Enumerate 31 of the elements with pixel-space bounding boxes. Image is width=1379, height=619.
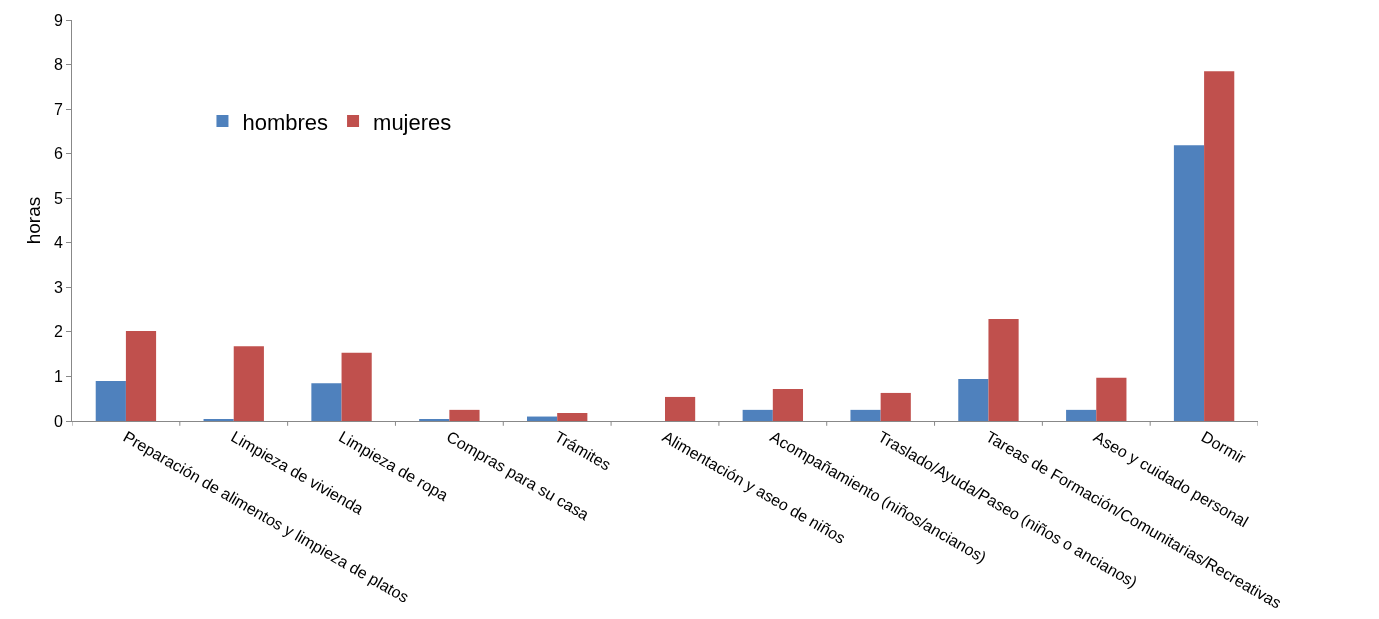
y-tick-label: 6 bbox=[53, 145, 63, 163]
bar bbox=[341, 352, 372, 421]
legend-label: hombres bbox=[242, 109, 329, 135]
bar bbox=[95, 380, 126, 421]
bar bbox=[449, 409, 480, 421]
bar bbox=[850, 409, 881, 421]
bar bbox=[958, 379, 989, 421]
bar bbox=[880, 392, 911, 421]
bar bbox=[311, 383, 342, 421]
bar bbox=[742, 409, 773, 421]
bar bbox=[1173, 145, 1205, 421]
bar bbox=[233, 346, 264, 421]
legend-label: mujeres bbox=[373, 109, 452, 135]
bar bbox=[1096, 377, 1127, 421]
y-tick-label: 0 bbox=[53, 412, 63, 430]
y-tick-label: 7 bbox=[53, 100, 63, 118]
bar bbox=[1204, 71, 1235, 421]
y-tick-label: 3 bbox=[53, 278, 63, 296]
bar bbox=[1066, 409, 1097, 421]
y-axis-title: horas bbox=[22, 196, 44, 245]
y-tick-label: 2 bbox=[53, 323, 63, 341]
bar bbox=[125, 331, 157, 421]
y-tick-label: 4 bbox=[53, 234, 63, 252]
y-tick-label: 8 bbox=[53, 56, 63, 74]
bar bbox=[988, 318, 1019, 421]
bar bbox=[557, 412, 588, 421]
y-tick-label: 9 bbox=[53, 11, 63, 29]
bar bbox=[772, 388, 804, 421]
y-tick-label: 5 bbox=[53, 189, 63, 207]
y-tick-label: 1 bbox=[53, 368, 63, 386]
bar bbox=[665, 396, 696, 421]
